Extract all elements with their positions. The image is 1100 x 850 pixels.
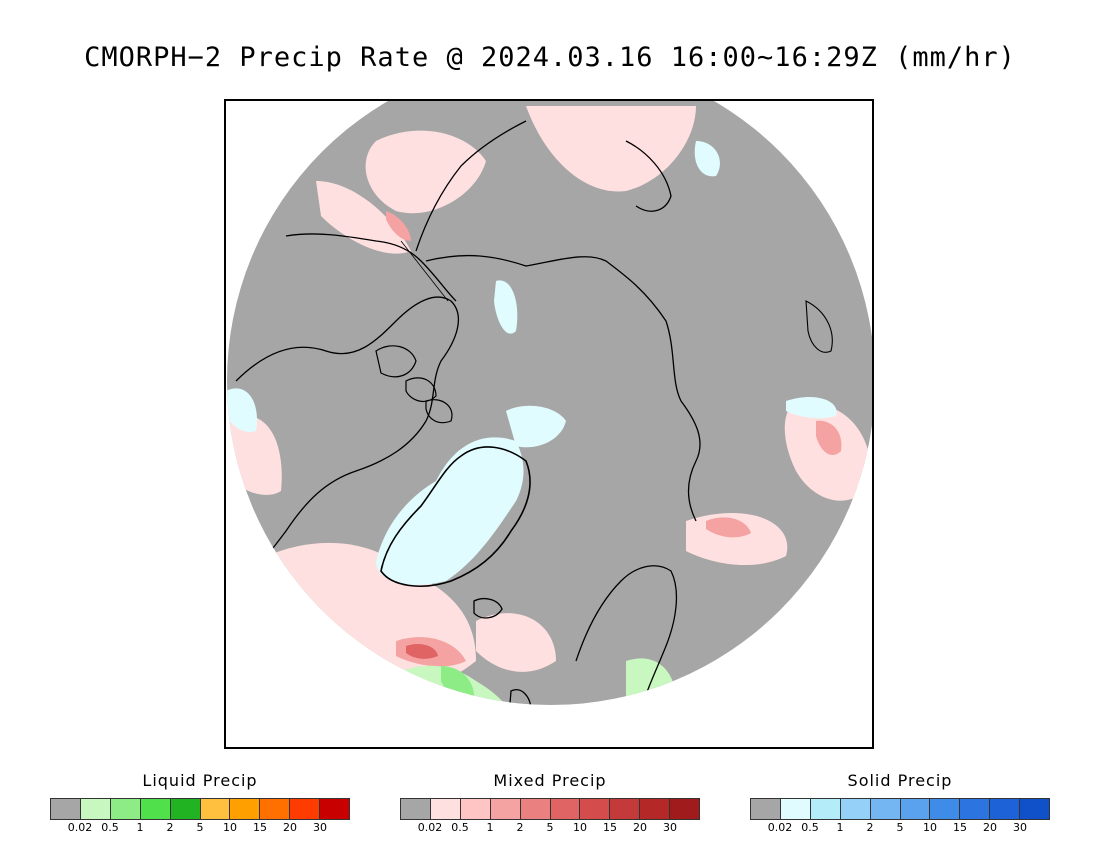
legend-swatch (290, 799, 321, 819)
mixed-precip-region (816, 420, 842, 456)
legend-swatch (1020, 799, 1050, 819)
legend-tick-label: 5 (896, 821, 904, 834)
alaska-coastline (285, 233, 457, 302)
north-america-coastline (235, 296, 460, 582)
legend-tick-label: 0.5 (451, 821, 469, 834)
legend-tick-label: 0.02 (417, 821, 443, 834)
iceland-coastline (473, 598, 503, 619)
legend-tick-label: 2 (516, 821, 524, 834)
solid-precip-region (227, 388, 257, 432)
legend-tick-label: 10 (923, 821, 937, 834)
legend-tick-label: 20 (283, 821, 297, 834)
legend-tick-label: 1 (136, 821, 144, 834)
legend-tick-label: 30 (313, 821, 327, 834)
legend-tick-label: 20 (633, 821, 647, 834)
legend-color-bar (50, 798, 350, 820)
mixed-precip-region (365, 130, 486, 214)
legend-swatch (640, 799, 671, 819)
legend-liquid: Liquid Precip 0.02 0.5 1 2 5 10 15 20 30 (50, 770, 350, 835)
legend-solid: Solid Precip 0.02 0.5 1 2 5 10 15 20 30 (750, 770, 1050, 835)
legend-tick-labels: 0.02 0.5 1 2 5 10 15 20 30 (400, 821, 700, 835)
mixed-precip-region (526, 106, 696, 192)
legend-tick-label: 15 (603, 821, 617, 834)
legend-swatch (550, 799, 581, 819)
legend-tick-label: 1 (486, 821, 494, 834)
legend-swatch (200, 799, 231, 819)
legend-tick-label: 0.02 (67, 821, 93, 834)
legend-swatch (51, 799, 81, 819)
dateline (400, 240, 449, 302)
legend-color-bar (750, 798, 1050, 820)
legend-tick-label: 2 (166, 821, 174, 834)
legend-mixed: Mixed Precip 0.02 0.5 1 2 5 10 15 20 30 (400, 770, 700, 835)
kamchatka-coastline (625, 140, 672, 212)
legend-swatch (110, 799, 141, 819)
solid-precip-region (694, 141, 720, 177)
legend-title: Liquid Precip (142, 771, 258, 790)
legend-tick-label: 10 (223, 821, 237, 834)
legend-swatch (960, 799, 991, 819)
mixed-precip-region (706, 517, 751, 538)
legend-swatch (170, 799, 201, 819)
legend-tick-labels: 0.02 0.5 1 2 5 10 15 20 30 (50, 821, 350, 835)
legend-swatch (670, 799, 700, 819)
legend-swatch (490, 799, 521, 819)
legend-swatch (780, 799, 811, 819)
mixed-precip-region (476, 613, 556, 672)
legend-swatch (840, 799, 871, 819)
legend-swatch (460, 799, 491, 819)
legend-tick-label: 30 (663, 821, 677, 834)
legend-tick-label: 0.5 (801, 821, 819, 834)
legend-tick-label: 10 (573, 821, 587, 834)
legend-tick-label: 1 (836, 821, 844, 834)
legend-tick-label: 2 (866, 821, 874, 834)
legend-tick-label: 0.02 (767, 821, 793, 834)
legend-swatch (140, 799, 171, 819)
legend-swatch (751, 799, 781, 819)
legend-swatch (930, 799, 961, 819)
legend-tick-labels: 0.02 0.5 1 2 5 10 15 20 30 (750, 821, 1050, 835)
mixed-precip-region (316, 181, 411, 254)
mixed-precip-region (406, 644, 438, 659)
legend-swatch (810, 799, 841, 819)
legend-swatch (320, 799, 350, 819)
legend-tick-label: 5 (546, 821, 554, 834)
legend-swatch (990, 799, 1021, 819)
solid-precip-region (506, 405, 566, 448)
legend-title: Mixed Precip (493, 771, 607, 790)
arctic-islands-coastline (375, 345, 453, 424)
legend-tick-label: 30 (1013, 821, 1027, 834)
legend-swatch (900, 799, 931, 819)
legend-swatch (610, 799, 641, 819)
eurasia-coastline (425, 254, 701, 522)
british-isles-coastline (499, 689, 532, 705)
legend-swatch (401, 799, 431, 819)
precip-map (224, 99, 874, 749)
legend-swatch (870, 799, 901, 819)
legend-color-bar (400, 798, 700, 820)
solid-precip-region (376, 437, 524, 585)
chukotka-coastline (415, 120, 527, 252)
chart-title: CMORPH−2 Precip Rate @ 2024.03.16 16:00~… (84, 42, 1016, 73)
greenland-coastline (380, 446, 531, 587)
legend-tick-label: 15 (953, 821, 967, 834)
legend-swatch (520, 799, 551, 819)
legend-swatch (260, 799, 291, 819)
legend-tick-label: 0.5 (101, 821, 119, 834)
legend-swatch (430, 799, 461, 819)
polar-map-svg (227, 101, 872, 705)
legend-swatch (580, 799, 611, 819)
legend-title: Solid Precip (847, 771, 953, 790)
solid-precip-region (786, 396, 837, 419)
legend-swatch (80, 799, 111, 819)
legend-tick-label: 5 (196, 821, 204, 834)
legend-swatch (230, 799, 261, 819)
scandinavia-coastline (575, 565, 678, 705)
mixed-precip-region (386, 211, 411, 241)
solid-precip-region (494, 280, 518, 334)
legend-tick-label: 15 (253, 821, 267, 834)
central-asia-coastline (805, 300, 833, 353)
legend-tick-label: 20 (983, 821, 997, 834)
